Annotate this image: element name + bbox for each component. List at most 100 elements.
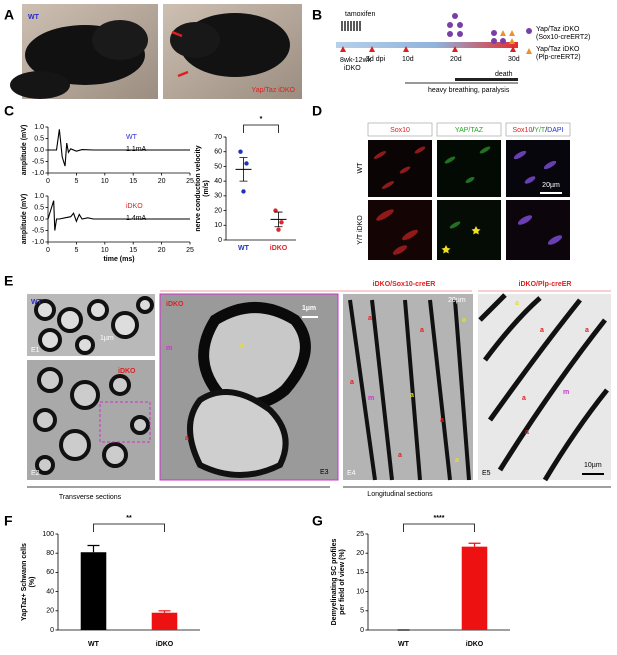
trace-current: 1.1mA (126, 146, 147, 153)
header-part: / (545, 127, 547, 134)
mark: a (515, 300, 519, 307)
tag: E3 (320, 469, 329, 476)
y-tick-label: 20 (46, 608, 54, 615)
x-tick-label: 5 (74, 178, 78, 185)
mark: a (522, 395, 526, 402)
mark: m (563, 389, 569, 396)
significance-bracket (93, 523, 165, 532)
legend-name: Yap/Taz iDKO (536, 26, 580, 33)
legend-name: Yap/Taz iDKO (536, 46, 580, 53)
day: 10d (402, 56, 414, 63)
mark: a (368, 315, 372, 322)
y-tick-label: 1.0 (34, 193, 44, 200)
y-tick-label: -1.0 (32, 170, 44, 177)
section-label: Longitudinal sections (367, 491, 433, 498)
header-part: DAPI (547, 127, 563, 134)
data-point (241, 189, 246, 194)
y-axis-label: Demyelinating SC profiles (331, 539, 338, 626)
x-tick-label: 15 (129, 178, 137, 185)
header-part: / (532, 127, 534, 134)
data-point (276, 227, 281, 232)
trace-label: iDKO (126, 203, 143, 210)
y-tick-label: 0 (360, 627, 364, 634)
y-tick-label: 100 (42, 531, 54, 538)
x-tick-label: WT (238, 245, 250, 252)
bar (151, 612, 178, 630)
tag: E2 (31, 470, 40, 477)
y-tick-label: 0.5 (34, 135, 44, 142)
x-tick-label: 20 (158, 178, 166, 185)
x-tick-label: iDKO (270, 245, 288, 252)
mark: a (420, 327, 424, 334)
mark: a (455, 457, 459, 464)
tag: E5 (482, 470, 491, 477)
header-part: Sox10 (513, 127, 533, 134)
significance: **** (434, 515, 445, 522)
y-tick-label: 70 (214, 134, 222, 141)
x-tick-label: 10 (101, 247, 109, 254)
y-tick-label: 1.0 (34, 124, 44, 131)
day: 30d (508, 56, 520, 63)
y-axis-label: (m/s) (203, 180, 210, 197)
header-part: Y/T (534, 127, 546, 134)
row-label: WT (357, 162, 364, 174)
mark: a (350, 379, 354, 386)
y-tick-label: 60 (46, 569, 54, 576)
x-tick-label: iDKO (156, 641, 174, 648)
panel-label: E (4, 273, 13, 289)
x-tick-label: 0 (46, 247, 50, 254)
scale-bar-label: 1µm (302, 305, 316, 312)
panel-label: C (4, 103, 14, 119)
y-axis-label: per field of view (%) (339, 549, 346, 615)
x-tick-label: 25 (186, 247, 194, 254)
trace-current: 1.4mA (126, 215, 147, 222)
label-idko: Yap/Taz iDKO (252, 87, 296, 94)
y-tick-label: 10 (356, 588, 364, 595)
panel-e: iDKO/Sox10-creER iDKO/Plp-creER WT E1 1µ… (27, 281, 611, 501)
label: iDKO (118, 368, 136, 375)
symptoms: heavy breathing, paralysis (428, 87, 510, 94)
y-tick-label: 60 (214, 149, 222, 156)
scale-bar-label: 20µm (448, 297, 466, 304)
mark: a (410, 392, 414, 399)
y-tick-label: 20 (214, 207, 222, 214)
y-tick-label: 40 (214, 178, 222, 185)
label: WT (31, 299, 43, 306)
trace-label: WT (126, 134, 138, 141)
x-tick-label: 15 (129, 247, 137, 254)
legend-sub: (Plp-creERT2) (536, 54, 581, 61)
y-tick-label: 15 (356, 569, 364, 576)
x-tick-label: 0 (46, 178, 50, 185)
significance: ** (126, 515, 132, 522)
section-label: Transverse sections (59, 494, 122, 501)
y-tick-label: 0 (50, 627, 54, 634)
y-tick-label: 0.5 (34, 204, 44, 211)
mark: a (240, 342, 244, 349)
y-tick-label: 5 (360, 608, 364, 615)
x-tick-label: 25 (186, 178, 194, 185)
header: iDKO/Plp-creER (519, 281, 572, 288)
scale-bar-label: 1µm (100, 335, 114, 342)
legend-sub: (Sox10-creERT2) (536, 34, 590, 41)
mark: a (440, 417, 444, 424)
mark: a (398, 452, 402, 459)
error-bar (239, 157, 248, 182)
y-axis-label: YapTaz+ Schwann cells (21, 543, 28, 621)
error-bar (274, 211, 283, 228)
y-tick-label: 25 (356, 531, 364, 538)
x-tick-label: 20 (158, 247, 166, 254)
panel-label: F (4, 513, 13, 529)
y-tick-label: 0.0 (34, 216, 44, 223)
significance-bracket (243, 124, 279, 133)
y-tick-label: 20 (356, 550, 364, 557)
mark: a (525, 429, 529, 436)
y-tick-label: 30 (214, 193, 222, 200)
panel-label: B (312, 7, 322, 23)
tag: E1 (31, 347, 40, 354)
y-axis-label: nerve conduction velocity (195, 145, 202, 231)
tag: E4 (347, 470, 356, 477)
mark: m (166, 345, 172, 352)
panel-label: D (312, 103, 322, 119)
timeline: tamoxifen 8wk-12wk iDKO 5d dpi 10d 20d 3… (336, 11, 590, 94)
